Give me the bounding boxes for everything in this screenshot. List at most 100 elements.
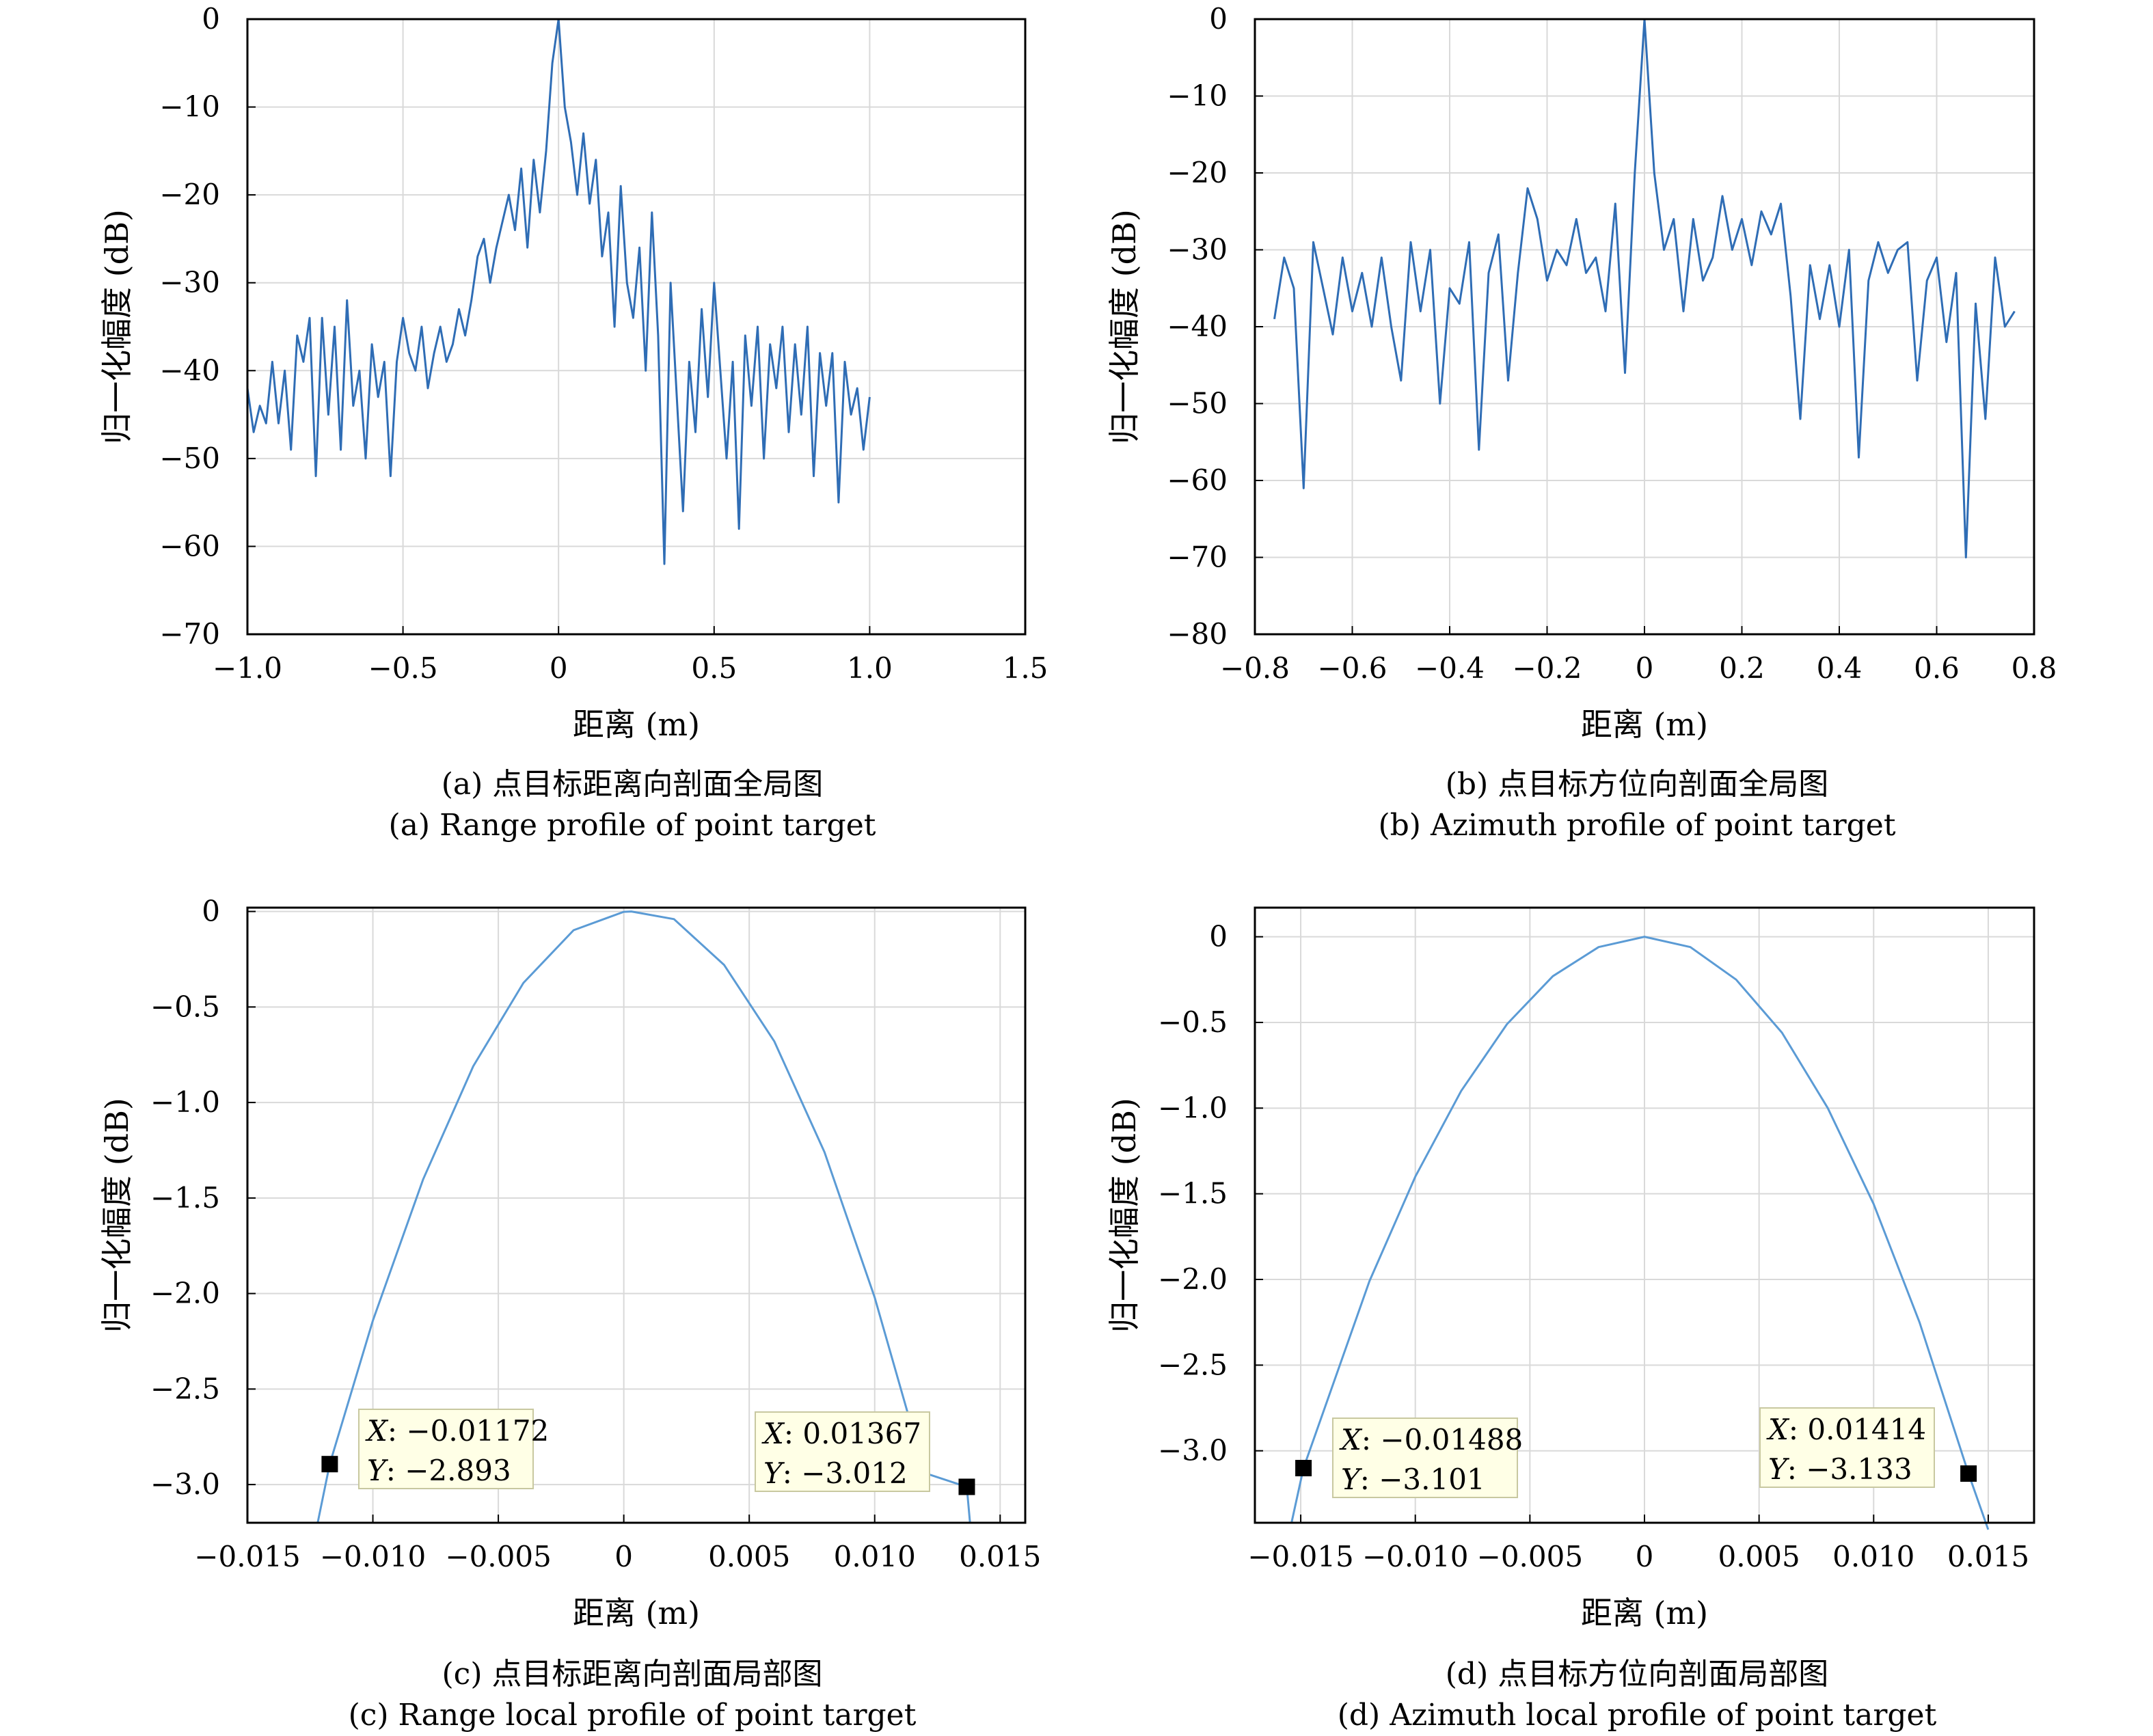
y-tick-label: −1.5 — [150, 1181, 220, 1215]
caption-c-cn: (c) 点目标距离向剖面局部图 — [442, 1657, 823, 1692]
y-tick-label: −1.0 — [150, 1085, 220, 1119]
x-tick-label: −0.4 — [1415, 651, 1485, 685]
axes-frame — [1254, 18, 2035, 636]
series-line — [1290, 936, 1990, 1530]
caption-b-en: (b) Azimuth profile of point target — [1378, 808, 1896, 843]
data-tip-box — [755, 1411, 930, 1492]
y-tick-label: −3.0 — [150, 1467, 220, 1501]
y-tick-label: −1.0 — [1158, 1091, 1228, 1124]
data-tip-marker[interactable] — [958, 1478, 975, 1495]
data-tip-x-text: X: −0.01488 — [1339, 1423, 1523, 1456]
y-axis-label: 归一化幅度 (dB) — [1106, 1098, 1143, 1333]
caption-d: (d) 点目标方位向剖面局部图 (d) Azimuth local profil… — [1159, 1654, 2115, 1736]
data-tip-box — [1759, 1407, 1935, 1488]
y-tick-label: 0 — [1209, 920, 1228, 953]
data-tip-marker[interactable] — [321, 1456, 338, 1473]
x-tick-label: −0.5 — [368, 651, 438, 685]
x-tick-label: −0.005 — [445, 1540, 551, 1573]
y-tick-label: −50 — [159, 442, 220, 475]
data-tip-y-text: Y: −3.012 — [763, 1456, 908, 1490]
y-axis-label: 归一化幅度 (dB) — [98, 209, 135, 444]
caption-a-cn: (a) 点目标距离向剖面全局图 — [441, 767, 824, 802]
caption-a-en: (a) Range profile of point target — [388, 808, 876, 843]
x-tick-label: 0 — [1636, 651, 1654, 685]
data-tip-x-text: X: −0.01172 — [365, 1414, 549, 1448]
y-tick-label: −2.5 — [1158, 1348, 1228, 1381]
y-tick-label: −60 — [1167, 463, 1228, 497]
y-tick-label: −30 — [159, 266, 220, 299]
x-tick-label: 0 — [550, 651, 568, 685]
caption-b: (b) 点目标方位向剖面全局图 (b) Azimuth profile of p… — [1159, 764, 2115, 846]
x-tick-label: 0.010 — [1832, 1540, 1914, 1573]
x-tick-label: −0.010 — [320, 1540, 426, 1573]
y-axis-label: 归一化幅度 (dB) — [98, 1098, 135, 1333]
data-tip-y-text: Y: −3.133 — [1768, 1452, 1912, 1486]
y-tick-label: −10 — [159, 90, 220, 124]
panel-a-range-profile: −1.0 −0.5 0 0.5 1.0 1.5 0 −10 −20 −30 −40 −50 −60 −70… — [98, 2, 1048, 743]
y-tick-label: −70 — [1167, 541, 1228, 574]
axes-frame — [1254, 906, 2035, 1524]
x-tick-label: −0.2 — [1513, 651, 1582, 685]
x-tick-label: −0.015 — [1247, 1540, 1353, 1573]
data-tip-marker[interactable] — [1295, 1460, 1312, 1477]
caption-c-en: (c) Range local profile of point target — [348, 1698, 917, 1733]
y-tick-label: 0 — [1209, 2, 1228, 36]
y-tick-label: −60 — [159, 529, 220, 562]
x-tick-label: 1.5 — [1003, 651, 1048, 685]
caption-d-cn: (d) 点目标方位向剖面局部图 — [1445, 1657, 1829, 1692]
x-tick-label: 0.4 — [1817, 651, 1863, 685]
x-axis-label: 距离 (m) — [1581, 1595, 1708, 1631]
y-tick-label: −40 — [159, 353, 220, 387]
x-tick-label: −0.010 — [1362, 1540, 1468, 1573]
y-tick-label: 0 — [202, 895, 220, 928]
data-tip-y-text: Y: −3.101 — [1341, 1463, 1485, 1496]
x-axis-label: 距离 (m) — [573, 1595, 700, 1631]
y-tick-label: −40 — [1167, 310, 1228, 343]
x-tick-label: 0.005 — [1718, 1540, 1800, 1573]
panel-c-range-local-profile: −0.015 −0.010 −0.005 0 0.005 0.010 0.015 0 −0.5 −… — [98, 895, 1041, 1631]
x-tick-label: 0.5 — [691, 651, 737, 685]
x-tick-label: 0 — [1636, 1540, 1654, 1573]
y-tick-label: −0.5 — [1158, 1005, 1228, 1039]
caption-a: (a) 点目标距离向剖面全局图 (a) Range profile of poi… — [154, 764, 1111, 846]
caption-c: (c) 点目标距离向剖面局部图 (c) Range local profile … — [154, 1654, 1111, 1736]
x-tick-label: 0.015 — [1947, 1540, 2029, 1573]
y-tick-label: −3.0 — [1158, 1434, 1228, 1467]
panel-b-azimuth-profile: −0.8 −0.6 −0.4 −0.2 0 0.2 0.4 0.6 0.8 0 −10 −20 −30 −… — [1106, 2, 2057, 743]
y-tick-label: −50 — [1167, 387, 1228, 420]
data-tip-box — [358, 1409, 534, 1489]
data-tip-marker[interactable] — [1960, 1465, 1977, 1482]
data-tip-x-text: X: 0.01414 — [1766, 1413, 1926, 1446]
y-axis-label: 归一化幅度 (dB) — [1106, 209, 1143, 444]
x-tick-label: 0.005 — [708, 1540, 790, 1573]
y-tick-label: −80 — [1167, 617, 1228, 651]
x-tick-label: 0.010 — [834, 1540, 916, 1573]
data-tip-y-text: Y: −2.893 — [367, 1454, 511, 1487]
data-tip-x-text: X: 0.01367 — [761, 1417, 921, 1450]
y-tick-label: −20 — [1167, 156, 1228, 189]
y-tick-label: −2.0 — [150, 1277, 220, 1310]
y-tick-label: −70 — [159, 617, 220, 651]
axes-frame — [246, 18, 1027, 636]
caption-b-cn: (b) 点目标方位向剖面全局图 — [1445, 767, 1829, 802]
x-tick-label: −1.0 — [213, 651, 282, 685]
y-tick-label: −10 — [1167, 79, 1228, 113]
caption-d-en: (d) Azimuth local profile of point targe… — [1337, 1698, 1937, 1733]
x-tick-label: 0.2 — [1719, 651, 1765, 685]
axes-frame — [246, 906, 1027, 1524]
y-tick-label: −2.5 — [150, 1372, 220, 1405]
x-tick-label: 0 — [614, 1540, 633, 1573]
x-tick-label: 0.6 — [1914, 651, 1960, 685]
y-tick-label: −30 — [1167, 233, 1228, 267]
x-tick-label: −0.6 — [1318, 651, 1387, 685]
data-tip-box — [1332, 1418, 1518, 1498]
y-tick-label: 0 — [202, 2, 220, 36]
y-tick-label: −2.0 — [1158, 1262, 1228, 1296]
y-tick-label: −0.5 — [150, 990, 220, 1023]
x-tick-label: 1.0 — [847, 651, 893, 685]
x-tick-label: 0.015 — [959, 1540, 1041, 1573]
x-axis-label: 距离 (m) — [573, 706, 700, 743]
x-tick-label: 0.8 — [2012, 651, 2057, 685]
panel-d-azimuth-local-profile: −0.015 −0.010 −0.005 0 0.005 0.010 0.015 0 −0.5 −… — [1106, 906, 2035, 1631]
